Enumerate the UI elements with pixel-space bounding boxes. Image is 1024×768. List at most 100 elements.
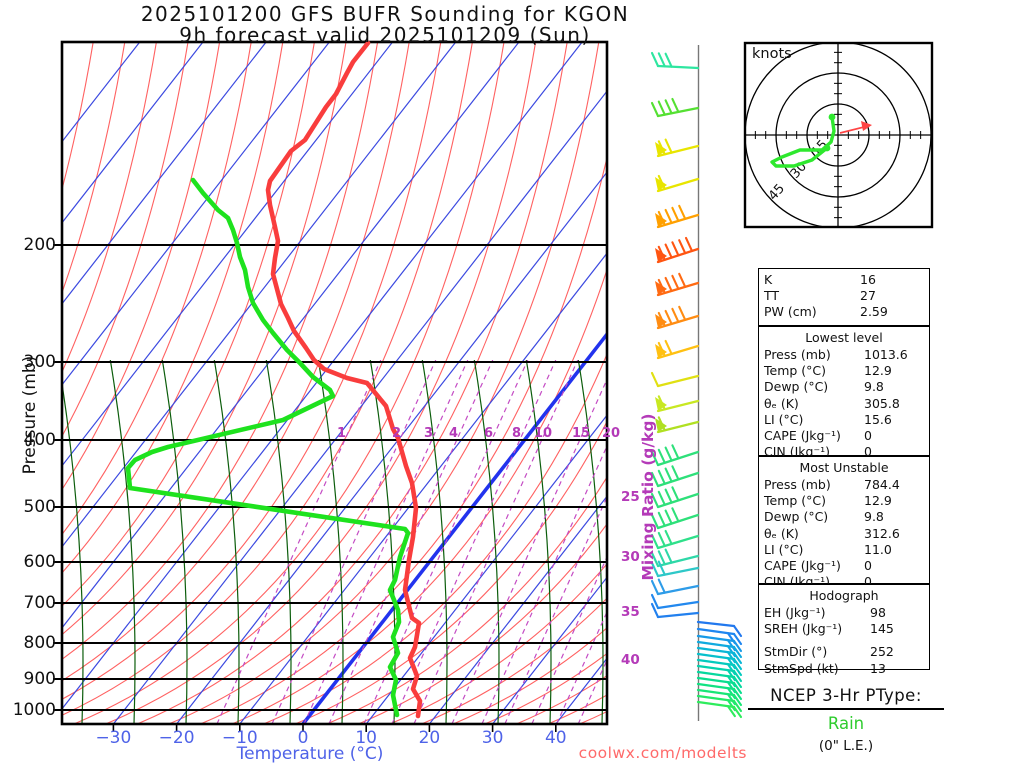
mixing-ratio-line [271,360,437,724]
stat-label: TT [764,288,780,304]
stat-label: Dewp (°C) [764,509,829,525]
moist-adiabat-line [421,360,448,724]
dry-adiabat-line [62,42,284,574]
stat-row: CAPE (Jkg⁻¹) 0 [764,558,924,574]
moist-adiabat-line [213,360,240,724]
temperature-tick-label: 20 [418,728,441,748]
temperature-tick-label: −10 [221,728,258,748]
wind-barb [655,339,700,360]
mixing-ratio-inline-label: 2 [392,426,402,441]
mixing-ratio-line [451,377,607,724]
mixing-ratio-right-label: 40 [621,652,640,668]
mixing-ratio-inline-label: 15 [572,426,591,441]
stat-label: Press (mb) [764,477,831,492]
stat-row: EH (Jkg⁻¹) 98 [764,605,924,621]
mixing-ratio-right-label: 25 [621,489,640,505]
stat-value: 0 [864,558,872,574]
isotherm-line [176,171,607,724]
mixing-ratio-line [556,610,607,724]
stat-row: θₑ (K) 312.6 [764,526,924,542]
mixing-ratio-line [413,360,579,724]
mixing-ratio-inline-label: 3 [424,426,434,441]
isotherm-line [62,42,204,224]
ptype-heading: NCEP 3-Hr PType: [748,686,944,710]
dry-adiabat-line [62,42,442,700]
pressure-tick-label: 600 [23,552,56,572]
wind-barb [650,602,700,619]
mixing-ratio-line [531,555,607,724]
mixing-ratio-line [216,360,382,724]
moist-adiabat-line [525,360,552,724]
hodograph-frame [743,41,934,229]
stat-value: 305.8 [864,395,900,411]
moist-adiabat-line [317,360,344,724]
stat-row: CAPE (Jkg⁻¹) 0 [764,428,924,444]
wind-barb [655,272,700,297]
wind-barb [655,204,700,229]
ptype-liquid-equivalent: (0" L.E.) [818,738,874,754]
stat-label: θₑ (K) [764,395,799,411]
mixing-ratio-axis-label: Mixing Ratio (g/kg) [639,413,657,581]
stat-row: Temp (°C) 12.9 [764,363,924,379]
mixing-ratio-inline-label: 4 [449,426,459,441]
wind-barb [650,97,700,118]
stat-row: PW (cm) 2.59 [764,304,924,320]
dry-adiabat-line [421,597,607,724]
isotherm-line [428,495,607,724]
stat-row: TT 27 [764,288,924,304]
temperature-tick-label: −20 [158,728,195,748]
chart-frame [60,40,609,726]
isotherm-line [62,42,330,386]
moist-adiabat-line [62,379,84,724]
stat-value: 16 [860,272,876,287]
wind-barb [650,578,700,596]
dry-adiabat-line [294,420,607,724]
dry-adiabat-line [263,352,607,724]
wind-barb [650,444,700,467]
mixing-ratio-inline-label: 6 [484,426,494,441]
table-title: Hodograph [809,588,879,603]
pressure-tick-label: 800 [23,633,56,653]
hodograph-ring-label: 45 [766,181,788,203]
stat-value: 13 [870,660,886,676]
stat-label: K [764,272,773,287]
watermark-link[interactable]: coolwx.com/modelts [578,744,747,762]
mixing-ratio-right-label: 30 [621,549,640,565]
ptype-value: Rain [827,714,865,733]
stat-label: Press (mb) [764,347,831,362]
indices-table: K 16 TT 27 PW (cm) 2.59 [758,268,930,326]
stat-label: StmSpd (kt) [764,660,839,676]
wind-barb [650,465,700,488]
stat-row: CIN (Jkg⁻¹) 0 [764,444,924,460]
wind-barb [650,529,700,550]
skewt-background [62,42,607,724]
stat-value: 9.8 [864,379,884,395]
wind-barb [655,174,700,193]
stat-value: 12.9 [864,363,892,379]
wind-barb [696,646,743,665]
isotherm-line [62,42,267,305]
most-unstable-table: Most Unstable Press (mb) 784.4 Temp (°C) 12.… [758,456,930,589]
stat-value: 12.9 [864,493,892,509]
dry-adiabat-line [73,42,505,724]
stat-label: LI (°C) [764,411,804,427]
stat-value: 784.4 [864,477,900,492]
dry-adiabat-line [62,42,252,536]
stat-label: CAPE (Jkg⁻¹) [764,428,841,444]
wind-barb [650,593,700,610]
wind-barb [650,371,700,388]
dry-adiabat-line [62,42,157,374]
pressure-tick-label: 1000 [12,700,56,720]
wind-barb [650,507,700,530]
stat-row: SREH (Jkg⁻¹) 145 [764,621,924,637]
stat-value: 252 [870,644,894,660]
isotherm-line [365,414,607,724]
stat-label: CAPE (Jkg⁻¹) [764,558,841,574]
dry-adiabat-line [358,523,607,724]
wind-barb [650,560,700,578]
wind-barb [650,51,700,70]
lowest-level-table: Lowest level Press (mb) 1013.6 Temp (°C) 12.… [758,326,930,459]
wind-barb [655,138,700,158]
low-level-background [62,360,607,724]
